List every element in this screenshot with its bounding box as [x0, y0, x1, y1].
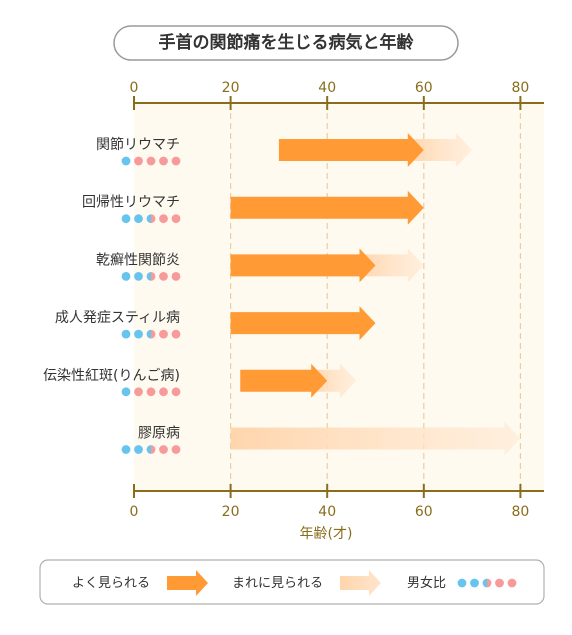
legend-ratio-label: 男女比 [407, 575, 446, 591]
common-arrow [230, 190, 424, 225]
female-dot [171, 387, 181, 397]
common-arrow [230, 248, 376, 283]
female-dot [159, 387, 168, 397]
legend-female-dot [495, 578, 504, 588]
chart-title: 手首の関節痛を生じる病気と年齢 [159, 32, 415, 53]
female-dot [159, 214, 168, 224]
male-dot [121, 387, 131, 397]
common-arrow [240, 363, 328, 398]
legend-sex-ratio-dots [457, 578, 517, 588]
male-dot [121, 329, 131, 339]
female-dot [134, 156, 143, 166]
top-tick-label: 20 [222, 80, 240, 96]
category-label: 成人発症スティル病 [55, 310, 180, 326]
top-tick-label: 60 [415, 80, 433, 96]
female-dot [171, 272, 181, 281]
male-dot [134, 272, 143, 281]
male-dot [134, 329, 143, 339]
female-dot [171, 445, 181, 454]
female-dot [134, 387, 143, 397]
female-dot [159, 156, 168, 166]
legend-rare-arrow [340, 570, 381, 596]
category-label: 関節リウマチ [96, 136, 180, 153]
rare-arrow [309, 363, 357, 398]
female-dot [171, 214, 181, 224]
top-tick-label: 80 [511, 80, 529, 96]
legend-male-dot [457, 578, 467, 588]
legend-rare-label: まれに見られる [232, 576, 323, 591]
half-dot [146, 329, 156, 339]
top-tick-label: 0 [130, 80, 139, 96]
x-axis-title: 年齢(才) [300, 526, 353, 542]
half-dot [146, 272, 156, 281]
legend-male-dot [470, 578, 479, 588]
male-dot [121, 272, 131, 281]
bottom-tick-label: 80 [511, 504, 529, 520]
category-label: 伝染性紅斑(りんご病) [43, 368, 180, 384]
half-dot [146, 214, 156, 224]
category-label: 回帰性リウマチ [82, 194, 180, 211]
legend-common-label: よく見られる [72, 576, 150, 591]
rare-arrow [405, 133, 473, 167]
legend-box [39, 559, 545, 605]
female-dot [171, 329, 181, 339]
female-dot [171, 156, 181, 166]
female-dot [159, 445, 168, 454]
female-dot [146, 387, 156, 397]
common-arrow [230, 306, 376, 341]
female-dot [146, 156, 156, 166]
title-box [113, 25, 459, 61]
category-label: 乾癬性関節炎 [96, 251, 180, 268]
rare-arrow [357, 248, 424, 283]
male-dot [121, 445, 131, 454]
female-dot [159, 329, 168, 339]
bottom-tick-label: 0 [130, 504, 139, 520]
bottom-tick-label: 20 [222, 504, 240, 520]
male-dot [134, 214, 143, 224]
male-dot [134, 445, 143, 454]
legend-common-arrow [167, 570, 208, 596]
plot-area [134, 103, 544, 491]
female-dot [159, 272, 168, 281]
top-tick-label: 40 [318, 80, 336, 96]
common-arrow [278, 133, 424, 167]
male-dot [121, 214, 131, 224]
legend-female-dot [507, 578, 517, 588]
bottom-tick-label: 40 [318, 504, 336, 520]
bottom-tick-label: 60 [415, 504, 433, 520]
rare-arrow [230, 421, 521, 456]
legend-half-dot [482, 578, 492, 588]
half-dot [146, 445, 156, 454]
category-label: 膠原病 [138, 426, 180, 442]
male-dot [121, 156, 131, 166]
